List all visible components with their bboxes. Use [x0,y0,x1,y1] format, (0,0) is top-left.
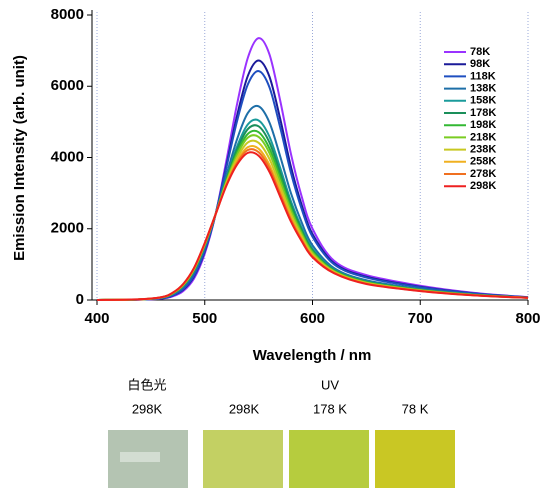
legend-label: 138K [470,83,496,95]
photo [289,430,369,488]
x-tick-label: 600 [300,310,325,327]
photo [203,430,283,488]
photo-label: UV [321,377,339,392]
y-tick-label: 8000 [51,6,84,23]
photo-label: 298K [132,401,163,416]
legend-label: 258K [470,156,496,168]
legend-label: 158K [470,95,496,107]
page: Wavelength / nm Emission Intensity (arb.… [0,0,548,488]
series-line [97,120,528,300]
y-tick-label: 2000 [51,220,84,237]
x-tick-label: 500 [192,310,217,327]
legend-label: 218K [470,131,496,143]
y-tick-label: 6000 [51,77,84,94]
y-tick-label: 0 [76,291,84,308]
photo-label: 78 K [402,401,429,416]
photo [375,430,455,488]
y-tick-label: 4000 [51,148,84,165]
legend-label: 118K [470,70,496,82]
photo-label: 白色光 [127,377,166,392]
legend-label: 178K [470,107,496,119]
legend-label: 78K [470,46,490,58]
x-tick-label: 800 [515,310,540,327]
photo-label: 298K [229,401,260,416]
x-tick-label: 700 [408,310,433,327]
x-axis-label: Wavelength / nm [253,347,372,364]
legend-label: 198K [470,119,496,131]
legend-label: 298K [470,180,496,192]
chart: Wavelength / nm Emission Intensity (arb.… [0,0,548,488]
legend-label: 98K [470,58,490,70]
y-axis-label: Emission Intensity (arb. unit) [11,55,28,261]
x-tick-label: 400 [84,310,109,327]
legend-label: 278K [470,168,496,180]
photo-label: 178 K [313,401,347,416]
legend-label: 238K [470,144,496,156]
photo-highlight [120,452,160,462]
